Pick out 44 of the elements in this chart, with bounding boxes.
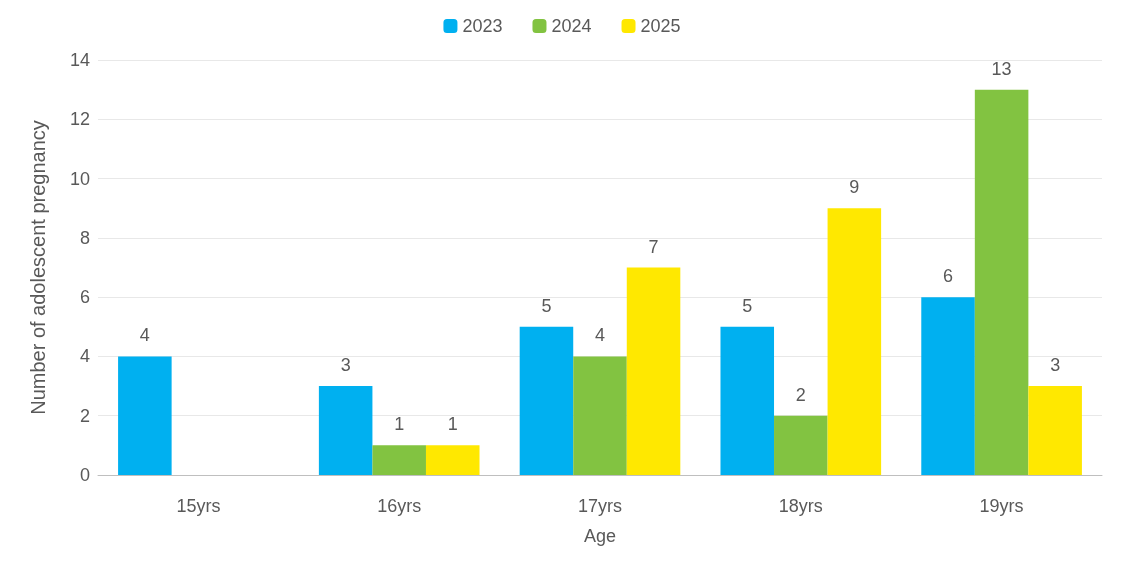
data-label: 13: [991, 58, 1012, 79]
bar: [921, 297, 975, 475]
data-label: 5: [742, 295, 753, 316]
x-tick-label: 17yrs: [577, 496, 623, 516]
x-tick-label: 18yrs: [778, 496, 823, 516]
data-label: 3: [1050, 355, 1061, 376]
legend-label: 2023: [462, 16, 503, 36]
bar: [118, 356, 172, 475]
bar: [974, 89, 1029, 475]
data-label: 7: [648, 236, 659, 257]
data-label: 4: [139, 325, 150, 346]
y-tick-label: 4: [79, 346, 90, 367]
y-tick-label: 0: [79, 465, 90, 485]
x-axis-title: Age: [583, 526, 617, 546]
bar: [1028, 386, 1082, 475]
legend-label: 2024: [551, 16, 592, 36]
y-tick-label: 10: [69, 168, 90, 189]
bar: [573, 356, 627, 475]
y-axis-title: Number of adolescent pregnancy: [27, 120, 49, 415]
x-tick-label: 15yrs: [176, 496, 221, 516]
y-tick-label: 14: [69, 50, 90, 70]
y-tick-label: 8: [79, 227, 90, 248]
data-label: 9: [849, 177, 860, 198]
bar: [720, 326, 775, 475]
legend-label: 2025: [640, 16, 681, 36]
data-label: 4: [594, 325, 606, 346]
y-tick-label: 6: [79, 287, 90, 308]
y-tick-label: 2: [79, 405, 90, 426]
bar: [425, 445, 480, 475]
data-label: 3: [340, 355, 351, 376]
bar: [774, 415, 828, 475]
x-tick-label: 19yrs: [979, 496, 1024, 516]
bar: [318, 386, 373, 475]
bar: [519, 326, 574, 475]
data-label: 1: [394, 414, 405, 435]
bar: [827, 208, 882, 475]
bar: [372, 445, 426, 475]
bar: [626, 267, 681, 475]
y-tick-label: 12: [69, 109, 90, 130]
data-label: 1: [447, 414, 458, 435]
data-label: 2: [795, 384, 806, 405]
data-label: 6: [943, 266, 954, 287]
x-tick-label: 16yrs: [377, 496, 422, 516]
data-label: 5: [541, 295, 552, 316]
